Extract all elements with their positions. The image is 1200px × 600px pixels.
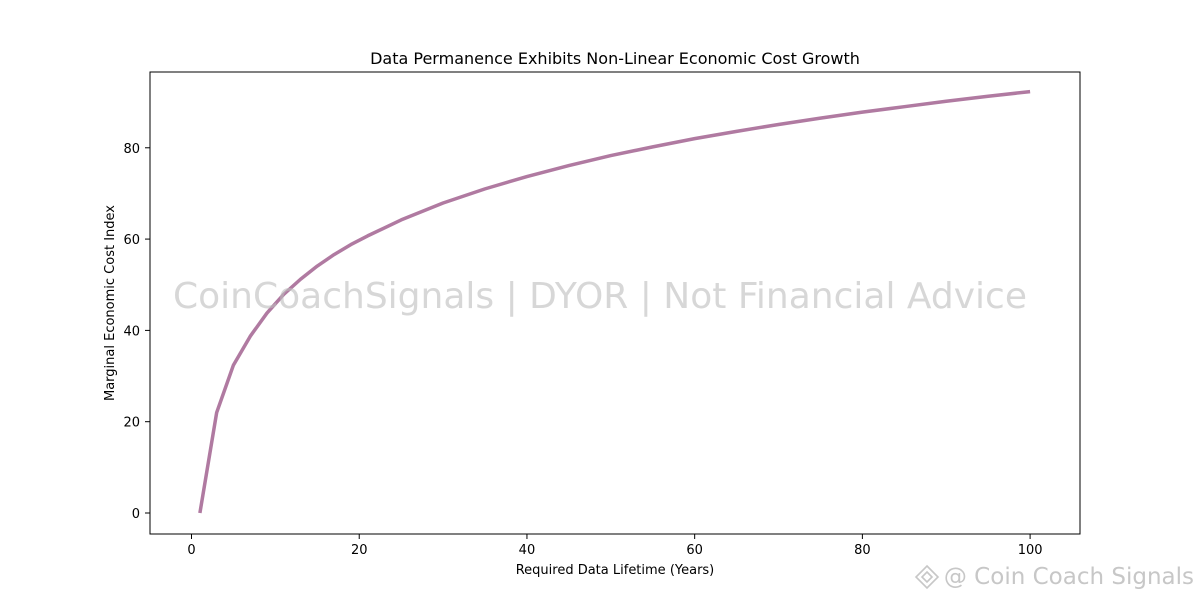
series-layer xyxy=(198,89,1031,514)
y-tick-label: 0 xyxy=(132,507,140,522)
diamond-logo-icon xyxy=(914,564,940,590)
y-axis-label: Marginal Economic Cost Index xyxy=(103,205,118,401)
y-tick-label: 60 xyxy=(123,233,140,248)
x-tick-label: 20 xyxy=(351,543,368,558)
x-tick-label: 40 xyxy=(519,543,536,558)
x-tick-label: 0 xyxy=(187,543,195,558)
x-tick-label: 100 xyxy=(1018,543,1043,558)
y-tick-label: 80 xyxy=(123,142,140,157)
x-tick-label: 80 xyxy=(854,543,871,558)
corner-watermark-text: @ Coin Coach Signals xyxy=(943,564,1194,590)
y-axis: 0 20 40 60 80 xyxy=(123,142,150,522)
series-line xyxy=(198,89,1031,514)
y-tick-label: 20 xyxy=(123,416,140,431)
x-tick-label: 60 xyxy=(686,543,703,558)
x-axis-label: Required Data Lifetime (Years) xyxy=(516,563,715,578)
plot-area xyxy=(149,71,1081,535)
x-axis: 0 20 40 60 80 100 xyxy=(187,534,1043,558)
chart-title: Data Permanence Exhibits Non-Linear Econ… xyxy=(370,49,860,68)
y-tick-label: 40 xyxy=(123,324,140,339)
corner-watermark: @ Coin Coach Signals xyxy=(914,564,1194,590)
